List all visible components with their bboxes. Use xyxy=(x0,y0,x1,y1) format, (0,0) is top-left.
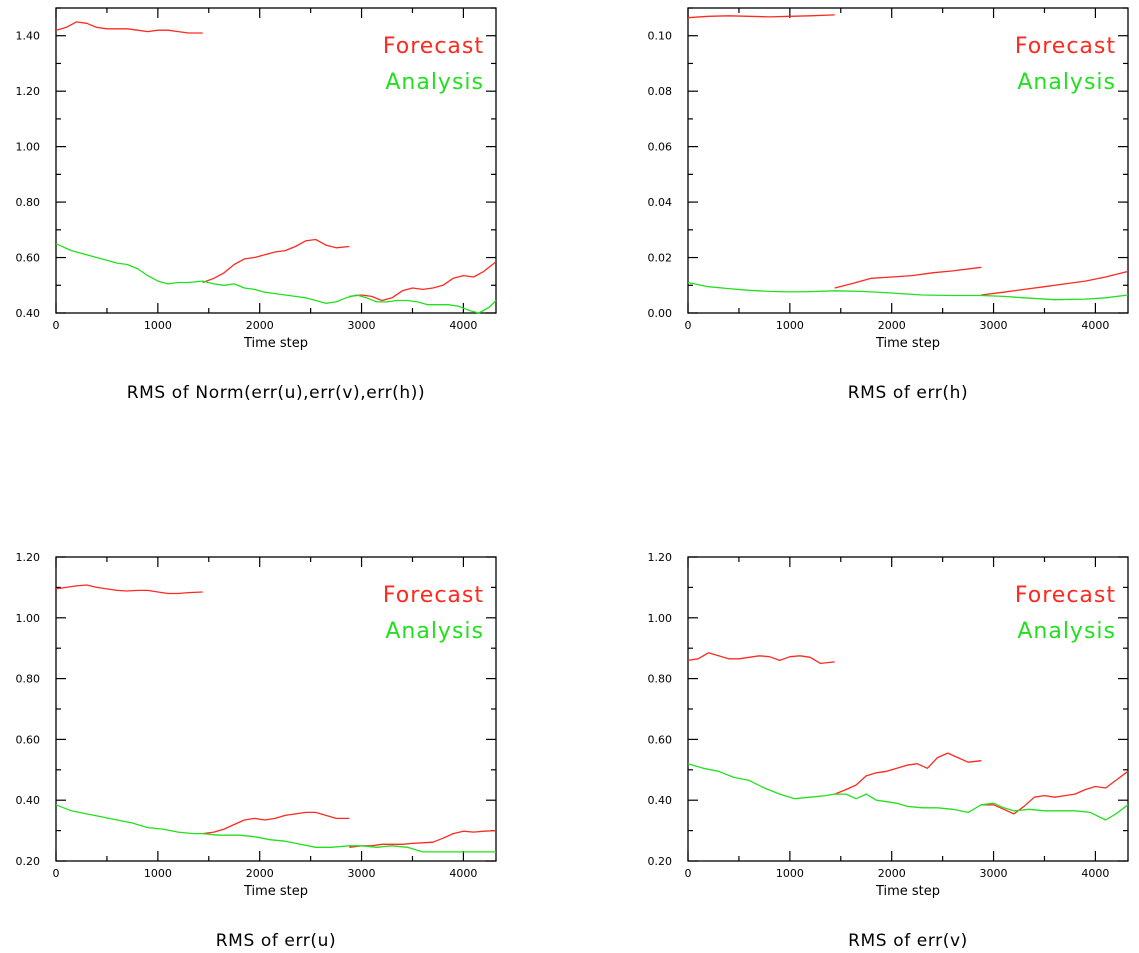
x-axis-label: Time step xyxy=(875,336,940,351)
y-tick-label: 0.06 xyxy=(648,141,673,154)
x-tick-label: 0 xyxy=(685,319,692,332)
series-forecast-line xyxy=(981,270,1129,296)
x-tick-label: 3000 xyxy=(348,867,376,880)
chart-panel-1: 0 1000 2000 3000 4000 0.40 0.60 0.80 1.00 1.20 1.4… xyxy=(16,7,497,403)
x-tick-label: 3000 xyxy=(980,867,1008,880)
chart-title: RMS of err(h) xyxy=(848,383,968,403)
x-axis-label: Time step xyxy=(875,884,940,899)
y-tick-label: 1.00 xyxy=(16,141,41,154)
x-tick-label: 1000 xyxy=(776,867,804,880)
y-tick-label: 0.08 xyxy=(648,85,673,98)
x-tick-label: 1000 xyxy=(776,319,804,332)
x-tick-label: 2000 xyxy=(878,319,906,332)
series-forecast-line xyxy=(981,770,1129,815)
x-tick-label: 0 xyxy=(53,319,60,332)
series-analysis-line xyxy=(687,763,1129,821)
x-tick-label: 3000 xyxy=(348,319,376,332)
y-tick-label: 0.04 xyxy=(648,196,673,209)
y-tick-label: 0.20 xyxy=(648,855,673,868)
series-forecast-line xyxy=(687,652,835,665)
series-forecast-line xyxy=(202,811,350,835)
legend-entry-forecast: Forecast xyxy=(1015,583,1116,608)
legend-entry-analysis: Analysis xyxy=(385,70,484,95)
series-forecast-line xyxy=(834,266,982,289)
x-tick-label: 0 xyxy=(53,867,60,880)
chart-title: RMS of Norm(err(u),err(v),err(h)) xyxy=(127,383,426,403)
y-tick-label: 0.02 xyxy=(648,252,673,265)
y-tick-label: 0.80 xyxy=(16,673,41,686)
y-tick-label: 0.60 xyxy=(16,733,41,746)
chart-panel-2: 0 1000 2000 3000 4000 0.00 0.02 0.04 0.06 0.08 0.1… xyxy=(648,7,1129,403)
chart-panel-3: 0 1000 2000 3000 4000 0.20 0.40 0.60 0.80 1.00 1.2… xyxy=(16,551,497,951)
y-tick-label: 0.10 xyxy=(648,30,673,43)
y-tick-label: 1.20 xyxy=(648,551,673,564)
x-tick-label: 4000 xyxy=(449,319,477,332)
chart-title: RMS of err(u) xyxy=(216,931,336,951)
series-forecast-line xyxy=(202,238,350,284)
series-forecast-line xyxy=(687,14,835,19)
chart-panel-4: 0 1000 2000 3000 4000 0.20 0.40 0.60 0.80 1.00 1.2… xyxy=(648,551,1129,951)
y-tick-label: 0.20 xyxy=(16,855,41,868)
x-tick-label: 0 xyxy=(685,867,692,880)
chart-title: RMS of err(v) xyxy=(848,931,968,951)
series-analysis-line xyxy=(55,243,497,314)
x-tick-label: 2000 xyxy=(246,319,274,332)
y-tick-label: 0.60 xyxy=(16,252,41,265)
plot-frame xyxy=(687,7,1129,314)
legend-entry-analysis: Analysis xyxy=(1017,70,1116,95)
series-forecast-line xyxy=(834,752,982,795)
y-tick-label: 1.20 xyxy=(16,85,41,98)
x-tick-label: 1000 xyxy=(144,867,172,880)
series-forecast-line xyxy=(55,584,203,595)
series-forecast-line xyxy=(55,21,203,34)
y-tick-label: 0.80 xyxy=(16,196,41,209)
x-tick-label: 1000 xyxy=(144,319,172,332)
x-axis-label: Time step xyxy=(243,336,308,351)
series-forecast-line xyxy=(349,261,497,302)
legend-entry-forecast: Forecast xyxy=(383,34,484,59)
y-tick-label: 1.20 xyxy=(16,551,41,564)
series-forecast-line xyxy=(349,829,497,848)
legend-entry-forecast: Forecast xyxy=(1015,34,1116,59)
x-tick-label: 2000 xyxy=(246,867,274,880)
plot-frame xyxy=(55,7,497,314)
y-tick-label: 1.00 xyxy=(648,612,673,625)
x-tick-label: 2000 xyxy=(878,867,906,880)
series-analysis-line xyxy=(687,281,1129,301)
y-tick-label: 1.00 xyxy=(16,612,41,625)
x-tick-label: 3000 xyxy=(980,319,1008,332)
y-tick-label: 0.40 xyxy=(16,794,41,807)
legend-entry-forecast: Forecast xyxy=(383,583,484,608)
x-tick-label: 4000 xyxy=(449,867,477,880)
y-tick-label: 0.60 xyxy=(648,733,673,746)
y-tick-label: 0.40 xyxy=(648,794,673,807)
y-tick-label: 0.80 xyxy=(648,673,673,686)
series-analysis-line xyxy=(55,804,496,853)
y-tick-label: 1.40 xyxy=(16,30,41,43)
y-tick-label: 0.00 xyxy=(648,307,673,320)
legend-entry-analysis: Analysis xyxy=(1017,619,1116,644)
x-axis-label: Time step xyxy=(243,884,308,899)
x-tick-label: 4000 xyxy=(1081,867,1109,880)
y-tick-label: 0.40 xyxy=(16,307,41,320)
x-tick-label: 4000 xyxy=(1081,319,1109,332)
legend-entry-analysis: Analysis xyxy=(385,619,484,644)
